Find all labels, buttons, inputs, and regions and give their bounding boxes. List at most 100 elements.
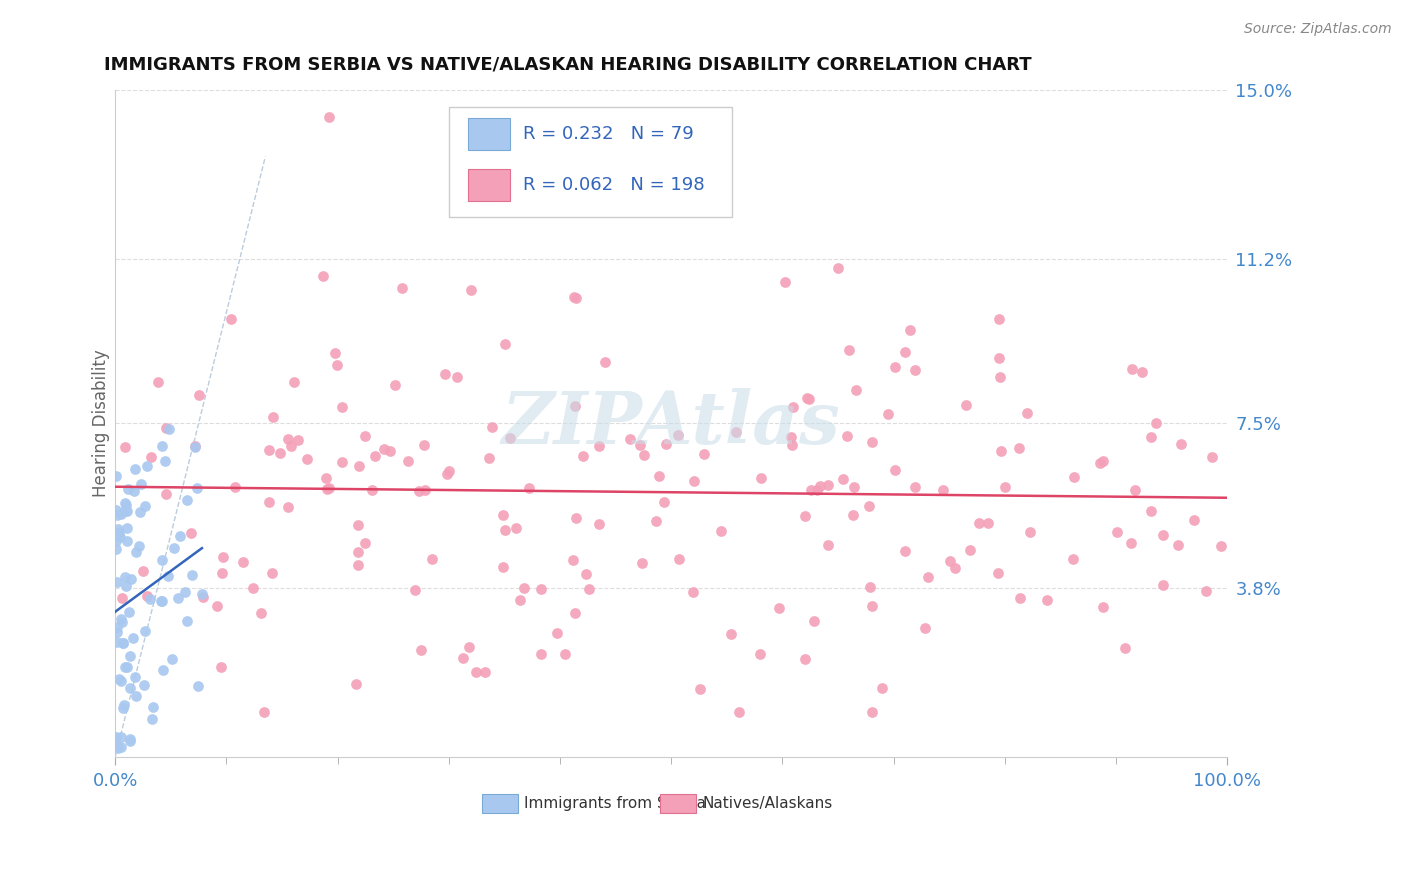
Point xyxy=(211,566,233,580)
Point xyxy=(354,536,377,550)
Point xyxy=(838,343,860,357)
Point xyxy=(139,591,162,606)
Point xyxy=(191,587,214,601)
Point xyxy=(509,593,531,607)
Point xyxy=(323,346,346,360)
FancyBboxPatch shape xyxy=(482,794,517,813)
Point xyxy=(347,545,370,559)
Point xyxy=(105,541,128,556)
Point xyxy=(152,663,174,677)
FancyBboxPatch shape xyxy=(468,118,510,150)
Point xyxy=(347,558,370,572)
Point xyxy=(1140,430,1163,444)
Point xyxy=(1017,406,1039,420)
Point xyxy=(578,582,600,597)
Point xyxy=(724,425,747,440)
Point xyxy=(904,362,927,376)
Point xyxy=(277,500,299,514)
Point xyxy=(363,449,385,463)
Point xyxy=(124,462,146,476)
Point xyxy=(782,400,804,414)
Point xyxy=(107,740,129,755)
Point xyxy=(710,524,733,538)
Point xyxy=(112,701,135,715)
Point xyxy=(283,375,305,389)
Point xyxy=(768,600,790,615)
Point xyxy=(894,344,917,359)
Point xyxy=(988,369,1011,384)
Point xyxy=(797,392,820,406)
Point xyxy=(565,511,588,525)
Point xyxy=(860,435,883,450)
Point xyxy=(187,680,209,694)
Point xyxy=(105,635,128,649)
Point xyxy=(212,550,235,565)
Point xyxy=(404,583,426,598)
Point xyxy=(330,455,353,469)
Point xyxy=(114,503,136,517)
Point xyxy=(562,290,585,304)
Point xyxy=(188,388,211,402)
Point xyxy=(530,648,553,662)
Point xyxy=(135,590,157,604)
Point xyxy=(472,182,495,196)
Point xyxy=(884,359,907,374)
Point xyxy=(652,495,675,509)
Point xyxy=(513,581,536,595)
Point xyxy=(115,534,138,549)
Point xyxy=(111,636,134,650)
Point xyxy=(893,543,915,558)
Point xyxy=(914,621,936,635)
Point xyxy=(111,615,134,629)
Point xyxy=(104,534,127,549)
Point xyxy=(115,520,138,534)
Point xyxy=(932,483,955,497)
Point xyxy=(122,631,145,645)
Point xyxy=(693,447,716,461)
Point xyxy=(689,681,711,696)
Point xyxy=(169,529,191,543)
Point xyxy=(464,665,486,679)
Text: Immigrants from Serbia: Immigrants from Serbia xyxy=(524,796,706,811)
Point xyxy=(157,568,180,582)
Point xyxy=(1119,535,1142,549)
Point xyxy=(114,659,136,673)
Point xyxy=(1008,441,1031,455)
Point xyxy=(408,484,430,499)
Point xyxy=(505,521,527,535)
Point xyxy=(219,312,242,326)
Point xyxy=(1152,528,1174,542)
Point xyxy=(1195,583,1218,598)
Point xyxy=(648,469,671,483)
Point xyxy=(1107,524,1129,539)
Point xyxy=(114,496,136,510)
Point xyxy=(134,624,156,638)
Point xyxy=(977,516,1000,530)
Point xyxy=(107,522,129,536)
Point xyxy=(654,437,676,451)
Point xyxy=(125,690,148,704)
Point xyxy=(628,438,651,452)
Point xyxy=(1090,456,1112,470)
Point xyxy=(110,740,132,755)
Point xyxy=(110,673,132,688)
Point xyxy=(571,449,593,463)
Text: IMMIGRANTS FROM SERBIA VS NATIVE/ALASKAN HEARING DISABILITY CORRELATION CHART: IMMIGRANTS FROM SERBIA VS NATIVE/ALASKAN… xyxy=(104,55,1032,73)
Point xyxy=(105,738,128,752)
Point xyxy=(150,439,173,453)
Point xyxy=(917,569,939,583)
Point xyxy=(1201,450,1223,464)
Point xyxy=(413,438,436,452)
Point xyxy=(806,483,828,497)
Point xyxy=(157,422,180,436)
Point xyxy=(104,469,127,483)
Point xyxy=(107,526,129,541)
Point xyxy=(129,477,152,491)
Point xyxy=(347,517,370,532)
Point xyxy=(631,556,654,570)
Point xyxy=(260,566,283,581)
Point xyxy=(436,467,458,481)
Point xyxy=(877,408,900,422)
Point xyxy=(460,283,482,297)
Point xyxy=(492,560,515,574)
